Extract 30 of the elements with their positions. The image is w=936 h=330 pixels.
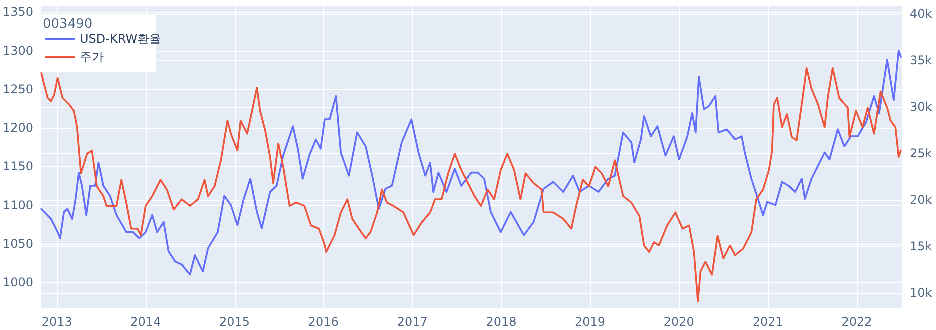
x-tick-label: 2018 [486,315,517,329]
y-tick-label: 1200 [2,121,34,136]
y2-tick-label: 40k [910,6,932,21]
x-tick-label: 2014 [130,315,162,329]
x-tick-label: 2019 [575,315,606,329]
y2-tick-label: 30k [910,100,932,114]
y2-tick-label: 35k [910,53,932,68]
y2-tick-label: 25k [910,146,932,161]
x-tick-label: 2017 [397,315,428,329]
legend-label: USD-KRW환율 [80,32,162,46]
legend-title: 003490 [43,17,93,32]
x-tick-label: 2016 [308,315,339,329]
y-tick-label: 1300 [2,44,34,58]
x-tick-label: 2013 [42,315,72,329]
y-tick-label: 1000 [2,276,34,290]
y-tick-label: 1250 [2,82,34,96]
legend-label: 주가 [80,50,104,64]
x-tick-label: 2022 [842,315,872,329]
line-series [40,50,902,276]
y2-tick-label: 15k [910,240,932,254]
y2-tick-label: 10k [910,286,932,300]
x-tick-label: 2021 [752,315,784,329]
y-tick-label: 1100 [2,198,34,212]
x-tick-label: 2020 [664,315,694,329]
y-tick-label: 1050 [2,236,34,251]
line-series [40,67,902,302]
y2-tick-label: 20k [910,193,932,208]
y-tick-label: 1150 [2,160,34,174]
y-tick-label: 1350 [2,5,34,20]
x-tick-label: 2015 [219,315,250,329]
